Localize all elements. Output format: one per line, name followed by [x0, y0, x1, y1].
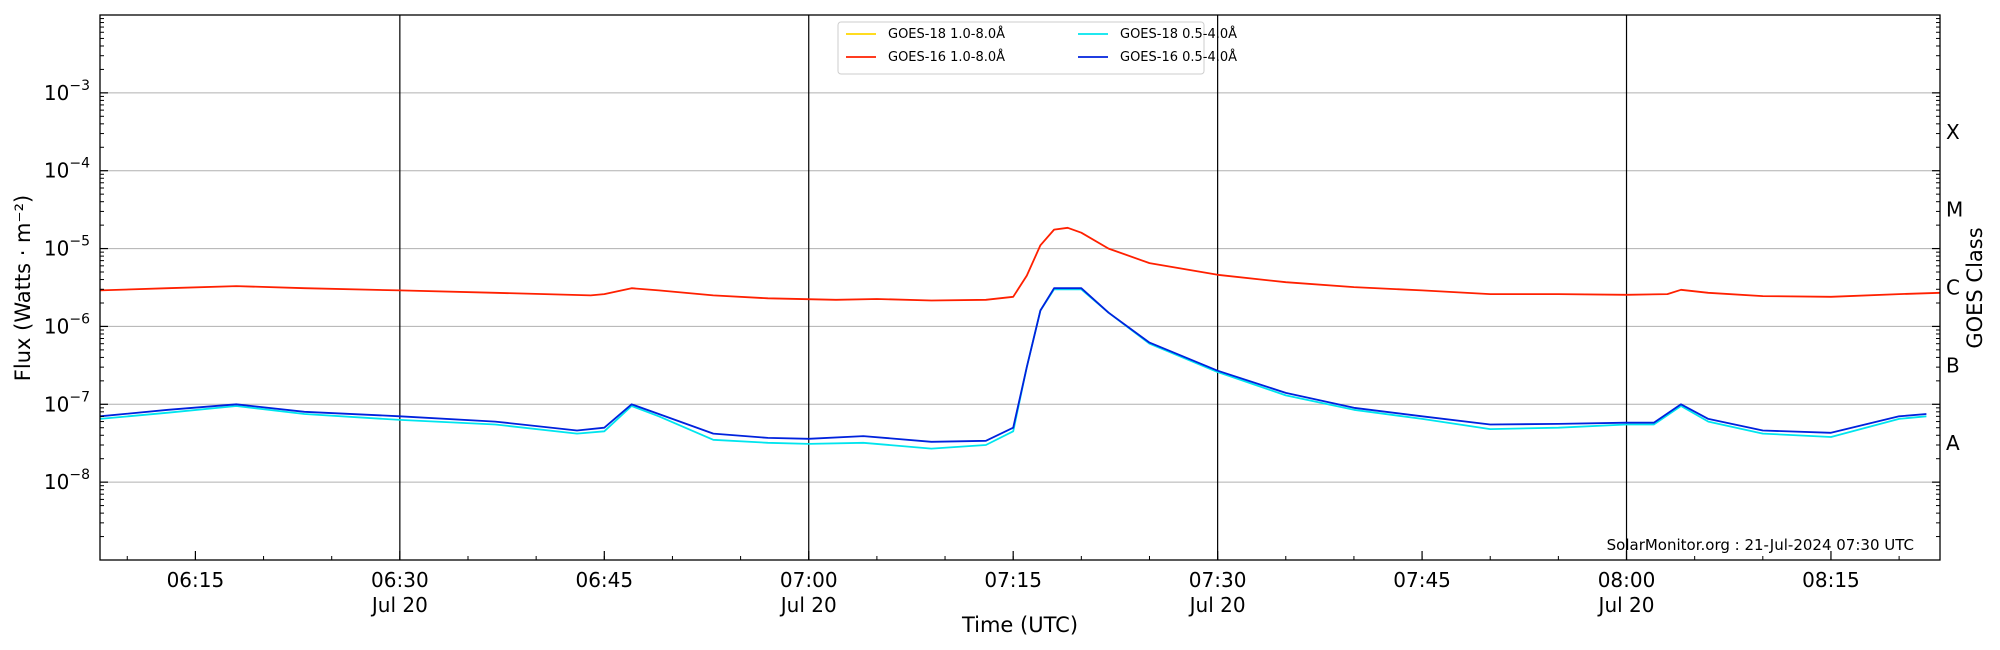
- legend-label: GOES-16 1.0-8.0Å: [888, 49, 1005, 65]
- credit-annotation: SolarMonitor.org : 21-Jul-2024 07:30 UTC: [1607, 536, 1914, 554]
- x-tick-date-label: Jul 20: [779, 593, 837, 617]
- x-tick-label: 07:45: [1393, 568, 1451, 592]
- goes-class-label: C: [1946, 276, 1960, 300]
- legend-label: GOES-18 0.5-4.0Å: [1120, 26, 1237, 42]
- x-tick-label: 06:45: [575, 568, 633, 592]
- x-tick-date-label: Jul 20: [1597, 593, 1655, 617]
- goes-class-label: X: [1946, 120, 1960, 144]
- x-tick-label: 06:15: [167, 568, 225, 592]
- legend-box: [837, 21, 1205, 75]
- x-tick-label: 08:15: [1802, 568, 1860, 592]
- series-line: [99, 226, 1941, 302]
- y-tick-label: 10−5: [44, 234, 90, 261]
- day-vertical-lines: [399, 15, 1628, 560]
- grid-lines: [100, 92, 1940, 483]
- y-tick-label: 10−3: [44, 78, 90, 105]
- x-tick-label: 07:00: [780, 568, 838, 592]
- x-axis-title: Time (UTC): [961, 613, 1078, 637]
- x-tick-date-label: Jul 20: [370, 593, 428, 617]
- goes-class-label: M: [1946, 198, 1963, 222]
- goes-class-label: B: [1946, 353, 1960, 377]
- series-line: [99, 287, 1927, 443]
- series-lines: [99, 226, 1941, 450]
- goes-class-labels: A B C M X: [1946, 120, 1963, 455]
- legend-label: GOES-18 1.0-8.0Å: [888, 26, 1005, 42]
- legend: GOES-18 1.0-8.0Å GOES-16 1.0-8.0Å GOES-18 …: [837, 21, 1237, 75]
- y-axis-ticks: 10−8 10−7 10−6 10−5 10−4 10−3: [44, 18, 1940, 538]
- y-tick-label: 10−7: [44, 389, 90, 416]
- y-axis-title: Flux (Watts · m⁻²): [11, 195, 35, 381]
- goes-class-label: A: [1946, 431, 1960, 455]
- legend-label: GOES-16 0.5-4.0Å: [1120, 49, 1237, 65]
- x-tick-label: 07:30: [1189, 568, 1247, 592]
- x-tick-label: 07:15: [984, 568, 1042, 592]
- x-tick-label: 06:30: [371, 568, 429, 592]
- x-tick-label: 08:00: [1598, 568, 1656, 592]
- x-tick-date-label: Jul 20: [1188, 593, 1246, 617]
- y-tick-label: 10−8: [44, 467, 90, 494]
- y2-axis-title: GOES Class: [1963, 227, 1987, 348]
- y-tick-label: 10−6: [44, 311, 90, 338]
- y-tick-label: 10−4: [44, 156, 90, 183]
- plot-frame: [99, 14, 1941, 561]
